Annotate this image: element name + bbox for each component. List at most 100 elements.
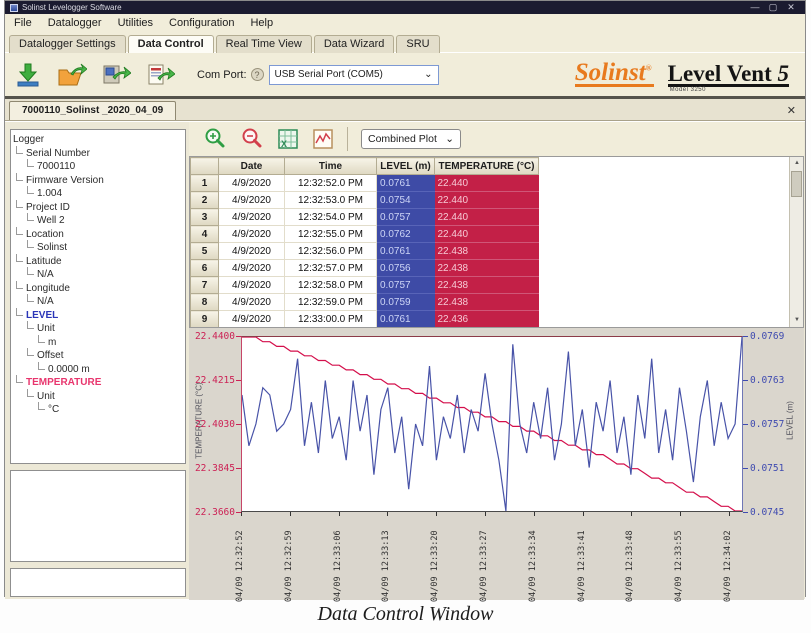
close-button[interactable]: ✕ <box>787 2 795 12</box>
tree-connector <box>16 226 23 235</box>
table-row[interactable]: 6 4/9/2020 12:32:57.0 PM 0.0756 22.438 <box>190 259 539 277</box>
cell-temp: 22.438 <box>434 293 539 311</box>
tree-item-n-a[interactable]: N/A <box>13 267 183 281</box>
data-table-wrap: Date Time LEVEL (m) TEMPERATURE (°C) 1 4/9/2… <box>189 156 804 328</box>
tree-item-offset[interactable]: Offset <box>13 348 183 362</box>
com-port-select[interactable]: USB Serial Port (COM5) ⌄ <box>268 64 439 85</box>
table-row[interactable]: 3 4/9/2020 12:32:54.0 PM 0.0757 22.440 <box>190 208 539 226</box>
export-report-icon[interactable] <box>145 60 175 90</box>
tree-connector <box>38 402 45 410</box>
view-graph-icon[interactable] <box>312 128 334 150</box>
column-header-level-m: LEVEL (m) <box>376 157 435 175</box>
tab-datalogger-settings[interactable]: Datalogger Settings <box>9 35 126 53</box>
cell-time: 12:32:53.0 PM <box>284 191 377 209</box>
tree-connector <box>16 253 23 262</box>
tree-connector <box>27 159 34 167</box>
tree-item-7000110[interactable]: 7000110 <box>13 159 183 173</box>
cell-time: 12:33:00.0 PM <box>284 310 377 327</box>
cell-time: 12:32:56.0 PM <box>284 242 377 260</box>
data-toolbar: X Combined Plot ⌄ <box>189 122 804 156</box>
solinst-logo: Solinst® <box>574 58 654 88</box>
export-data-icon[interactable] <box>101 60 131 90</box>
table-row[interactable]: 1 4/9/2020 12:32:52.0 PM 0.0761 22.440 <box>190 174 539 192</box>
cell-date: 4/9/2020 <box>218 191 285 209</box>
minimize-button[interactable]: — <box>750 2 760 12</box>
cell-date: 4/9/2020 <box>218 259 285 277</box>
tree-item-temperature[interactable]: TEMPERATURE <box>13 375 183 389</box>
menu-item-file[interactable]: File <box>14 16 32 29</box>
tree-item-solinst[interactable]: Solinst <box>13 240 183 254</box>
cell-temp: 22.440 <box>434 174 539 192</box>
tab-data-wizard[interactable]: Data Wizard <box>313 35 395 53</box>
tree-item-latitude[interactable]: Latitude <box>13 253 183 268</box>
right-axis-tick <box>743 468 748 469</box>
tree-item-unit[interactable]: Unit <box>13 388 183 403</box>
table-scrollbar[interactable]: ▲ ▼ <box>789 157 803 327</box>
com-port-value: USB Serial Port (COM5) <box>274 69 383 80</box>
tree-item-longitude[interactable]: Longitude <box>13 280 183 295</box>
tree-connector <box>16 145 23 154</box>
x-axis-tick-label: 04/09 12:33:13 <box>381 530 392 602</box>
tree-connector <box>27 240 34 248</box>
table-row[interactable]: 7 4/9/2020 12:32:58.0 PM 0.0757 22.438 <box>190 276 539 294</box>
x-axis-tick-label: 04/09 12:33:27 <box>479 530 490 602</box>
tree-item-1-004[interactable]: 1.004 <box>13 186 183 200</box>
window-title: Solinst Levelogger Software <box>22 3 122 12</box>
maximize-button[interactable]: ▢ <box>768 2 778 12</box>
menu-item-utilities[interactable]: Utilities <box>117 16 154 29</box>
download-data-icon[interactable] <box>13 60 43 90</box>
model-number: Model 3250 <box>669 86 706 93</box>
menu-item-configuration[interactable]: Configuration <box>169 16 235 29</box>
tree-item-project-id[interactable]: Project ID <box>13 199 183 214</box>
tree-item-unit[interactable]: Unit <box>13 321 183 335</box>
plot-type-select[interactable]: Combined Plot ⌄ <box>361 129 461 149</box>
table-row[interactable]: 5 4/9/2020 12:32:56.0 PM 0.0761 22.438 <box>190 242 539 260</box>
tree-item-location[interactable]: Location <box>13 226 183 241</box>
tree-item-logger[interactable]: Logger <box>13 134 45 145</box>
table-row[interactable]: 4 4/9/2020 12:32:55.0 PM 0.0762 22.440 <box>190 225 539 243</box>
cell-level: 0.0759 <box>376 293 435 311</box>
zoom-out-icon[interactable] <box>240 127 264 151</box>
open-data-file-icon[interactable] <box>57 60 87 90</box>
tree-connector <box>38 334 45 343</box>
plot-area[interactable] <box>241 336 743 512</box>
cell-time: 12:32:55.0 PM <box>284 225 377 243</box>
tab-sru[interactable]: SRU <box>396 35 440 53</box>
tree-item-serial-number[interactable]: Serial Number <box>13 145 183 160</box>
scroll-up-icon[interactable]: ▲ <box>794 160 800 166</box>
x-axis-tick <box>631 512 633 516</box>
x-axis-tick-label: 04/09 12:33:48 <box>625 530 636 602</box>
menu-item-datalogger[interactable]: Datalogger <box>47 16 102 29</box>
tree-item-level[interactable]: LEVEL <box>13 307 183 322</box>
table-header-row: Date Time LEVEL (m) TEMPERATURE (°C) <box>190 157 539 175</box>
export-spreadsheet-icon[interactable]: X <box>277 128 299 150</box>
menu-item-help[interactable]: Help <box>250 16 274 29</box>
cell-time: 12:32:52.0 PM <box>284 174 377 192</box>
chevron-down-icon: ⌄ <box>424 69 433 80</box>
scroll-down-icon[interactable]: ▼ <box>794 317 800 323</box>
table-row[interactable]: 2 4/9/2020 12:32:53.0 PM 0.0754 22.440 <box>190 191 539 209</box>
com-port-help-icon[interactable]: ? <box>250 68 264 81</box>
left-axis-tick <box>236 336 241 337</box>
scroll-thumb[interactable] <box>791 171 802 197</box>
tree-item-0-0000-m[interactable]: 0.0000 m <box>13 361 183 376</box>
tree-connector <box>27 321 34 329</box>
tab-data-control[interactable]: Data Control <box>127 35 214 53</box>
tree-item-firmware-version[interactable]: Firmware Version <box>13 172 183 187</box>
tab-real-time-view[interactable]: Real Time View <box>215 35 312 53</box>
table-row[interactable]: 8 4/9/2020 12:32:59.0 PM 0.0759 22.438 <box>190 293 539 311</box>
cell-num: 4 <box>190 225 219 243</box>
tree-item-c[interactable]: °C <box>13 402 183 416</box>
document-tab[interactable]: 7000110_Solinst _2020_04_09 <box>9 101 177 120</box>
tree-connector <box>16 375 23 383</box>
tree-item-m[interactable]: m <box>13 334 183 349</box>
tree-item-n-a[interactable]: N/A <box>13 294 183 308</box>
cell-time: 12:32:59.0 PM <box>284 293 377 311</box>
table-row[interactable]: 9 4/9/2020 12:33:00.0 PM 0.0761 22.436 <box>190 310 539 327</box>
tree-item-well-2[interactable]: Well 2 <box>13 213 183 227</box>
document-close-icon[interactable]: ✕ <box>786 105 796 117</box>
cell-date: 4/9/2020 <box>218 276 285 294</box>
zoom-in-icon[interactable] <box>203 127 227 151</box>
tree-connector <box>38 361 45 370</box>
